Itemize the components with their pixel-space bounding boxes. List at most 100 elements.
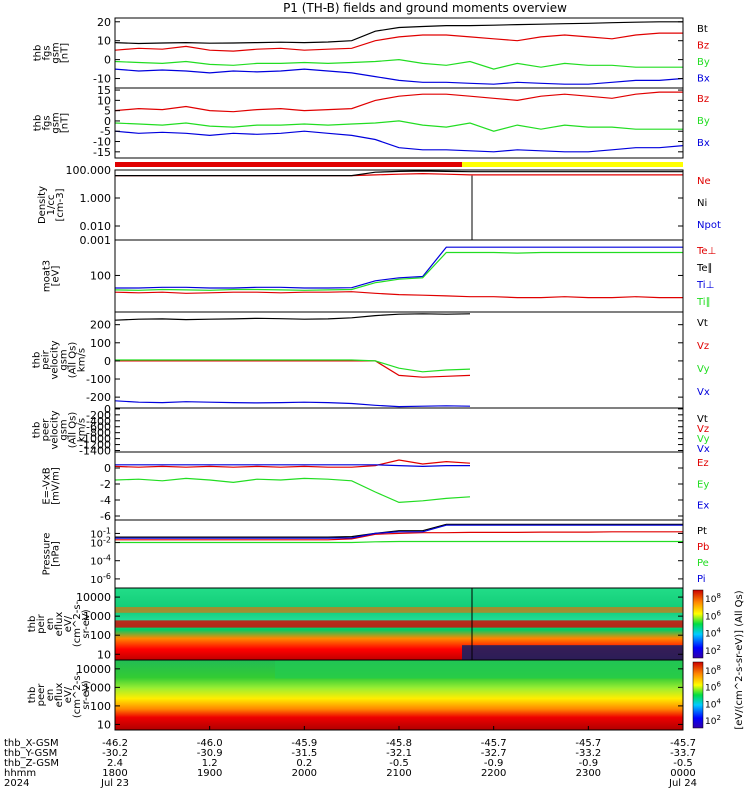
x-tick-label: -45.9 bbox=[291, 738, 317, 749]
legend-Bt: Bt bbox=[697, 24, 708, 35]
y-axis-label: [nT] bbox=[60, 113, 71, 133]
y-tick-label: -4 bbox=[100, 494, 111, 507]
spectrogram-band bbox=[275, 660, 683, 679]
colorbar-tick-label: 106 bbox=[705, 681, 721, 694]
colorbar-tick-label: 104 bbox=[705, 627, 721, 640]
series-fgs_btot-Bx bbox=[114, 68, 684, 85]
time-axis-row-label: thb_Z-GSM bbox=[4, 758, 59, 769]
y-axis-label: [mV/m] bbox=[51, 467, 62, 505]
series-peir_velocity-Vt bbox=[114, 313, 471, 321]
series-moments-Ti∥ bbox=[114, 251, 683, 291]
legend-Vy: Vy bbox=[697, 434, 710, 445]
x-tick-label: 1.2 bbox=[202, 758, 218, 769]
y-tick-label: 0 bbox=[104, 54, 111, 67]
legend-Ex: Ex bbox=[697, 501, 709, 512]
y-axis-label: (cm^2-s- bbox=[72, 600, 83, 647]
panel-efield: 0 -2 -4 -6 E=-VxB[mV/m] Ez Ey Ex bbox=[42, 451, 709, 523]
series-peir_velocity-Vx bbox=[114, 400, 471, 408]
x-tick-label: -30.9 bbox=[197, 748, 223, 759]
legend-By: By bbox=[697, 116, 710, 127]
legend-Ti⊥: Ti⊥ bbox=[696, 280, 714, 291]
legend-Bx: Bx bbox=[697, 74, 710, 85]
x-tick-label: -0.5 bbox=[389, 758, 409, 769]
x-tick-label: -0.9 bbox=[484, 758, 504, 769]
x-tick-label: 0.2 bbox=[296, 758, 312, 769]
y-axis-label: 1/cc bbox=[46, 195, 57, 216]
y-tick-label: 10 bbox=[97, 648, 111, 661]
legend-Vt: Vt bbox=[697, 414, 708, 425]
legend-Bx: Bx bbox=[697, 138, 710, 149]
y-axis-label: gsm bbox=[59, 419, 70, 440]
y-axis-label: peer bbox=[41, 418, 52, 442]
series-fgs_gsm-Bz bbox=[114, 91, 683, 113]
plot-title: P1 (TH-B) fields and ground moments over… bbox=[283, 1, 567, 15]
y-tick-label: -1000 bbox=[79, 433, 111, 446]
x-tick-label: 2.4 bbox=[107, 758, 123, 769]
legend-Vz: Vz bbox=[697, 424, 709, 435]
y-tick-label: 0 bbox=[104, 115, 111, 128]
x-tick-label: -45.7 bbox=[575, 738, 601, 749]
y-tick-label: 100 bbox=[90, 700, 111, 713]
series-pressure-Pt bbox=[115, 523, 683, 538]
y-axis-label: thb bbox=[27, 687, 38, 704]
series-fgs_btot-By bbox=[114, 58, 683, 70]
y-tick-label: 100 bbox=[90, 629, 111, 642]
x-tick-label: 2300 bbox=[576, 768, 601, 779]
panel-moments: 100 moat3[eV] Te⊥ Te∥ Ti⊥ Ti∥ bbox=[42, 239, 716, 313]
x-tick-label: Jul 23 bbox=[100, 778, 129, 789]
series-moments-Ti⊥ bbox=[115, 246, 683, 289]
y-tick-label: 0 bbox=[104, 355, 111, 368]
spectrogram-noise bbox=[462, 645, 683, 660]
y-tick-label: 10 bbox=[97, 718, 111, 731]
colorbar-tick-label: 108 bbox=[705, 592, 721, 605]
y-axis-label: Density bbox=[37, 186, 48, 224]
time-axis-row-label: thb_X-GSM bbox=[4, 738, 59, 749]
series-fgs_btot-Bz bbox=[114, 32, 683, 52]
series-pressure-Pe bbox=[115, 540, 683, 544]
y-tick-label: -5 bbox=[100, 125, 111, 138]
y-tick-label: -2 bbox=[100, 478, 111, 491]
y-axis-label: eV/ bbox=[63, 615, 74, 632]
y-tick-label: 20 bbox=[97, 16, 111, 29]
y-axis-label: peer bbox=[36, 683, 47, 707]
x-tick-label: 2200 bbox=[481, 768, 506, 779]
y-axis-label: en bbox=[45, 689, 56, 702]
y-tick-label: 5 bbox=[104, 105, 111, 118]
panel-frame bbox=[114, 169, 684, 241]
series-density-Ni bbox=[115, 170, 683, 177]
legend-Pi: Pi bbox=[697, 574, 706, 585]
y-axis-label: sr-eV) bbox=[81, 680, 92, 709]
legend-Te∥: Te∥ bbox=[696, 263, 713, 274]
y-tick-label: 10 bbox=[97, 94, 111, 107]
x-tick-label: -30.2 bbox=[102, 748, 128, 759]
y-axis-label: gsm bbox=[51, 42, 62, 63]
legend-Bz: Bz bbox=[697, 94, 709, 105]
x-tick-label: -32.7 bbox=[481, 748, 507, 759]
time-axis-row-label: thb_Y-GSM bbox=[4, 748, 57, 759]
y-axis-label: Pressure bbox=[42, 533, 53, 576]
y-axis-label: gsm bbox=[59, 349, 70, 370]
y-tick-label: 1.000 bbox=[80, 192, 112, 205]
panel-frame bbox=[114, 87, 684, 159]
y-tick-label: 15 bbox=[97, 84, 111, 97]
y-tick-label: -200 bbox=[86, 409, 111, 422]
x-tick-label: 2100 bbox=[386, 768, 411, 779]
x-tick-label: -32.1 bbox=[386, 748, 412, 759]
series-peir_velocity-Vy bbox=[115, 359, 471, 373]
legend-Pb: Pb bbox=[697, 542, 709, 553]
y-axis-label: moat3 bbox=[42, 260, 53, 292]
legend-Pt: Pt bbox=[697, 526, 707, 537]
colorbar-tick-label: 106 bbox=[705, 609, 721, 622]
y-tick-label: -15 bbox=[93, 146, 111, 159]
y-tick-label: -200 bbox=[86, 391, 111, 404]
y-tick-label: 10-2 bbox=[90, 536, 111, 550]
series-efield-Ey bbox=[114, 477, 471, 504]
x-tick-label: 0000 bbox=[670, 768, 695, 779]
colorbar-tick-label: 108 bbox=[705, 664, 721, 677]
y-axis-label: velocity bbox=[50, 340, 61, 379]
